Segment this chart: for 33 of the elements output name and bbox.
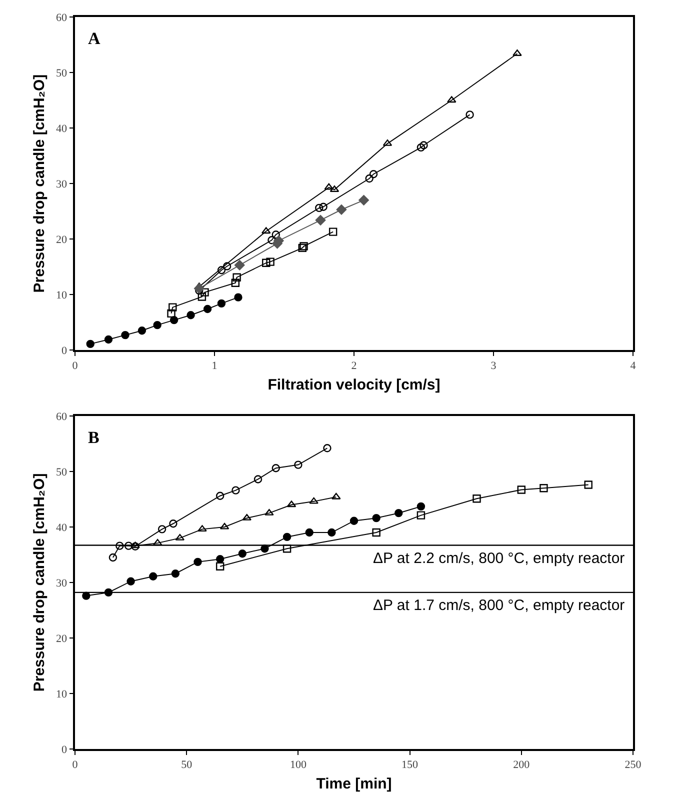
x-tick-label: 1	[212, 360, 218, 372]
y-tick-label: 30	[56, 577, 68, 590]
x-tick-label: 250	[624, 758, 642, 771]
y-tick-label: 50	[56, 67, 68, 80]
y-tick-label: 20	[56, 234, 68, 246]
text: B	[88, 428, 100, 447]
x-tick-label: 3	[490, 360, 497, 372]
x-tick-label: 200	[513, 758, 530, 771]
y-axis-title: Pressure drop candle [cmH₂O]	[30, 74, 48, 293]
x-tick-label: 2	[351, 360, 357, 372]
ref-line-label: ΔP at 2.2 cm/s, 800 °C, empty reactor	[373, 550, 625, 567]
x-tick-label: 150	[402, 758, 419, 771]
x-tick-label: 0	[72, 360, 78, 372]
y-tick-label: 50	[56, 466, 68, 478]
y-tick-label: 10	[56, 688, 68, 700]
y-tick-label: 30	[56, 178, 68, 190]
x-tick-label: 50	[181, 758, 193, 771]
x-tick-label: 100	[290, 758, 307, 771]
y-tick-label: 40	[56, 122, 68, 135]
y-tick-label: 60	[56, 410, 68, 423]
text: A	[88, 29, 101, 48]
y-tick-label: 0	[62, 744, 68, 756]
x-axis-title: Filtration velocity [cm/s]	[268, 376, 440, 394]
y-tick-label: 10	[56, 289, 68, 302]
y-axis-title: Pressure drop candle [cmH₂O]	[30, 473, 48, 692]
x-tick-label: 0	[72, 758, 78, 771]
ref-line-label: ΔP at 1.7 cm/s, 800 °C, empty reactor	[373, 597, 625, 614]
y-tick-label: 40	[56, 522, 68, 534]
x-axis-title: Time [min]	[316, 775, 392, 792]
y-tick-label: 60	[56, 12, 68, 24]
y-tick-label: 20	[56, 632, 68, 645]
y-tick-label: 0	[62, 344, 68, 357]
x-tick-label: 4	[630, 360, 636, 372]
